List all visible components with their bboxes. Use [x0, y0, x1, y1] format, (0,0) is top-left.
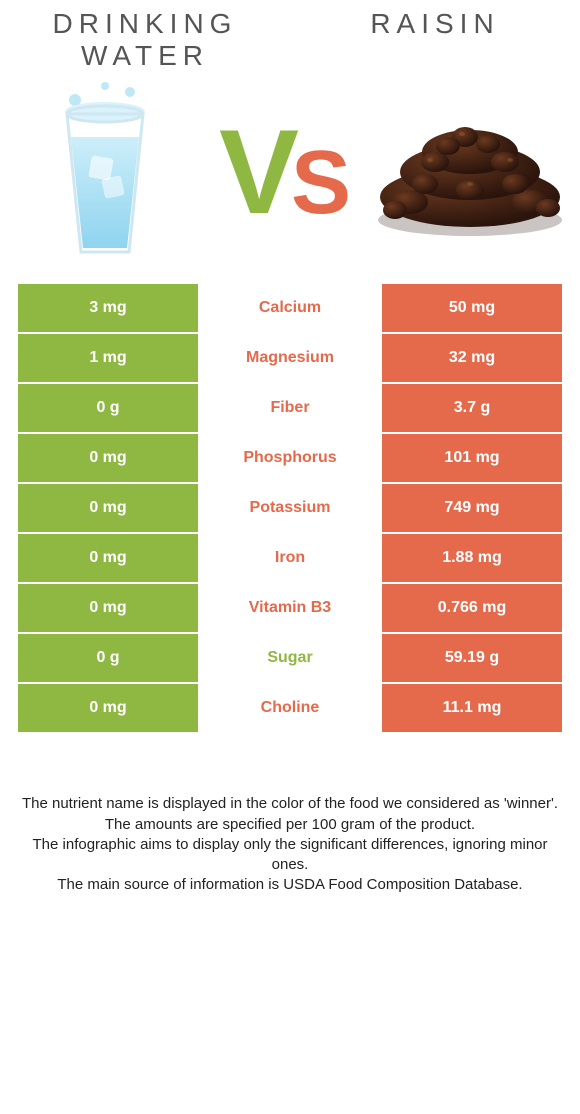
- right-value: 59.19 g: [382, 634, 562, 682]
- left-value: 0 mg: [18, 484, 198, 532]
- table-row: 0 mgCholine11.1 mg: [18, 684, 562, 732]
- left-value: 0 mg: [18, 684, 198, 732]
- nutrient-name: Sugar: [200, 634, 380, 682]
- nutrient-name: Iron: [200, 534, 380, 582]
- comparison-table: 3 mgCalcium50 mg1 mgMagnesium32 mg0 gFib…: [16, 282, 564, 734]
- table-row: 0 gFiber3.7 g: [18, 384, 562, 432]
- header-titles: DRINKING WATER RAISIN: [0, 0, 580, 72]
- water-glass-icon: [35, 82, 175, 262]
- vs-badge: V S: [200, 72, 370, 272]
- table-row: 1 mgMagnesium32 mg: [18, 334, 562, 382]
- nutrient-name: Phosphorus: [200, 434, 380, 482]
- left-food-title: DRINKING WATER: [0, 8, 290, 72]
- infographic-root: DRINKING WATER RAISIN: [0, 0, 580, 896]
- right-value: 0.766 mg: [382, 584, 562, 632]
- footer-note-line: The main source of information is USDA F…: [20, 875, 560, 895]
- table-row: 3 mgCalcium50 mg: [18, 284, 562, 332]
- footer-note-line: The nutrient name is displayed in the co…: [20, 794, 560, 814]
- nutrient-name: Potassium: [200, 484, 380, 532]
- nutrient-name: Fiber: [200, 384, 380, 432]
- vs-letter-v: V: [219, 112, 299, 232]
- nutrient-name: Choline: [200, 684, 380, 732]
- vs-letter-s: S: [291, 138, 351, 228]
- nutrient-name: Magnesium: [200, 334, 380, 382]
- right-value: 32 mg: [382, 334, 562, 382]
- left-value: 0 g: [18, 384, 198, 432]
- nutrient-name: Vitamin B3: [200, 584, 380, 632]
- left-value: 0 g: [18, 634, 198, 682]
- right-value: 1.88 mg: [382, 534, 562, 582]
- left-value: 3 mg: [18, 284, 198, 332]
- right-food-image: [370, 72, 570, 272]
- left-value: 0 mg: [18, 534, 198, 582]
- footer-note-line: The infographic aims to display only the…: [20, 835, 560, 876]
- hero-row: V S: [0, 72, 580, 282]
- table-row: 0 mgPhosphorus101 mg: [18, 434, 562, 482]
- table-row: 0 mgPotassium749 mg: [18, 484, 562, 532]
- left-value: 0 mg: [18, 584, 198, 632]
- nutrient-name: Calcium: [200, 284, 380, 332]
- left-value: 0 mg: [18, 434, 198, 482]
- footer-note-line: The amounts are specified per 100 gram o…: [20, 815, 560, 835]
- right-value: 101 mg: [382, 434, 562, 482]
- table-row: 0 mgVitamin B30.766 mg: [18, 584, 562, 632]
- right-value: 11.1 mg: [382, 684, 562, 732]
- table-row: 0 gSugar59.19 g: [18, 634, 562, 682]
- footer-notes: The nutrient name is displayed in the co…: [20, 794, 560, 895]
- left-value: 1 mg: [18, 334, 198, 382]
- right-value: 50 mg: [382, 284, 562, 332]
- raisin-pile-icon: [370, 102, 570, 242]
- right-value: 3.7 g: [382, 384, 562, 432]
- right-value: 749 mg: [382, 484, 562, 532]
- right-food-title: RAISIN: [290, 8, 580, 72]
- left-food-image: [10, 72, 200, 272]
- table-row: 0 mgIron1.88 mg: [18, 534, 562, 582]
